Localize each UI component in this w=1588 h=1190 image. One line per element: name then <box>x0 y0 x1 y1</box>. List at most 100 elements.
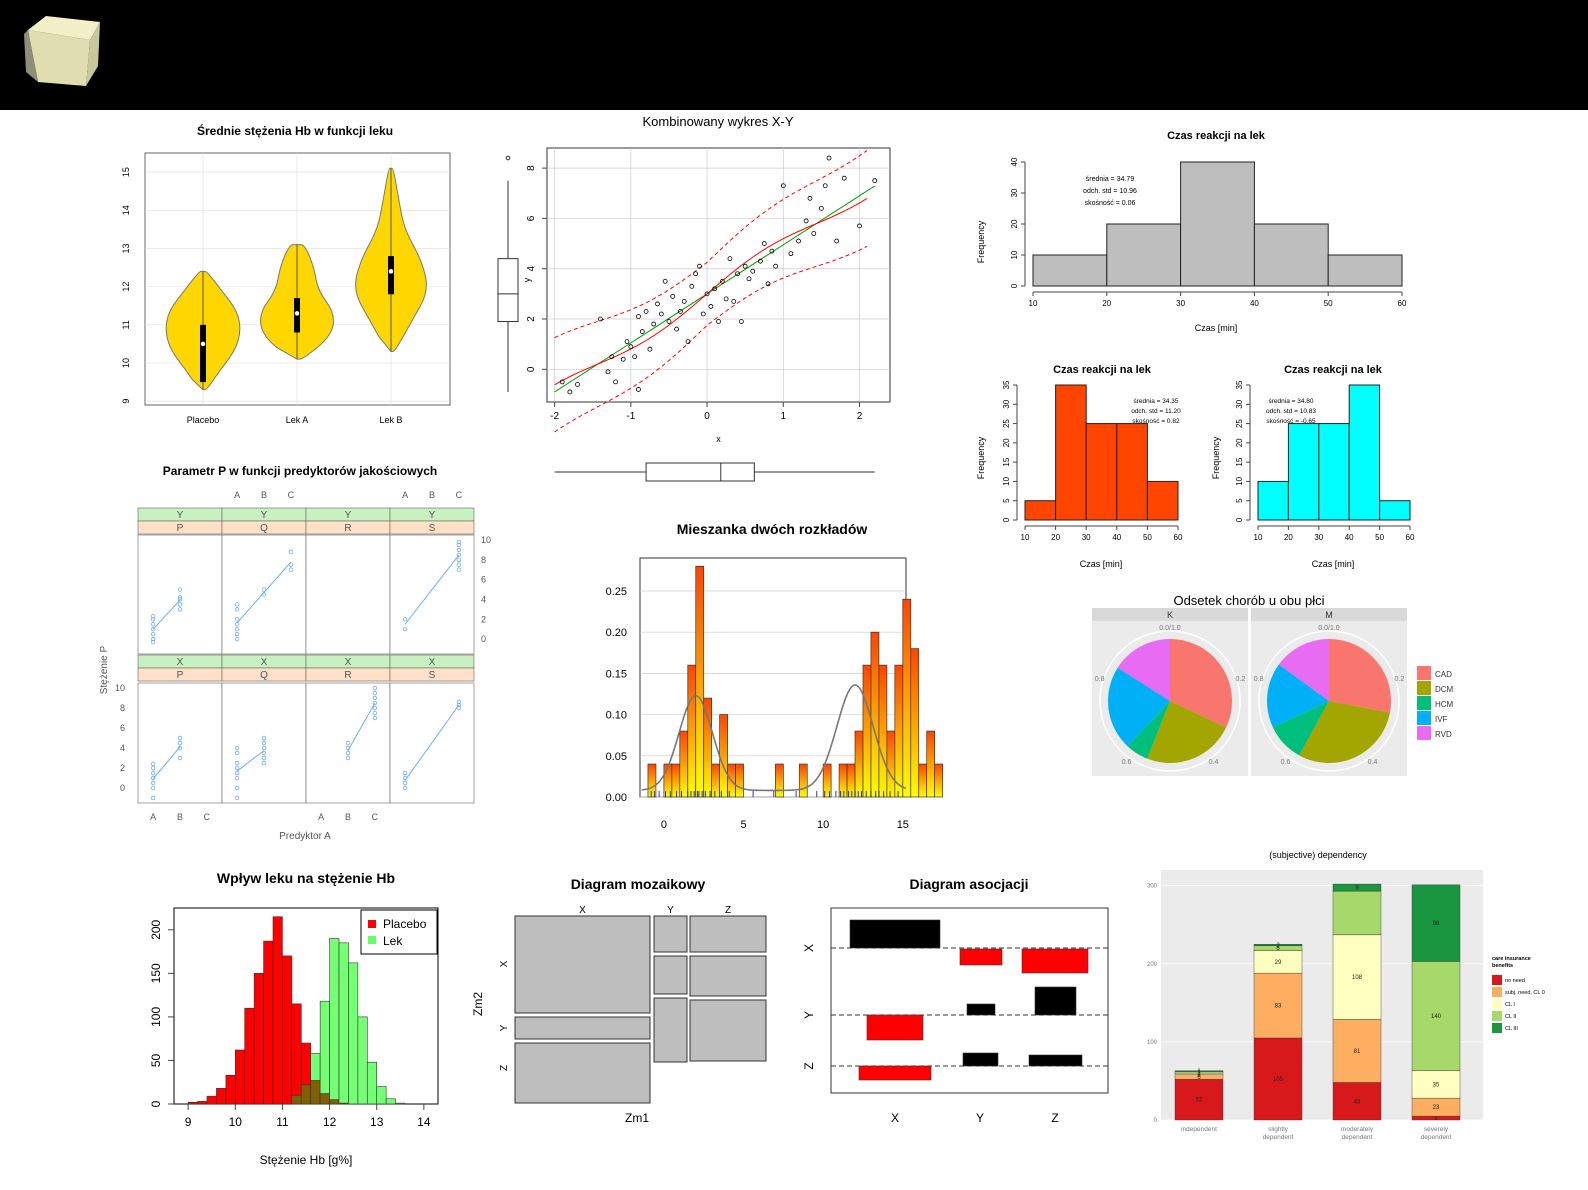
stacked-category: slightly <box>1268 1126 1289 1133</box>
stacked-legend-swatch <box>1492 987 1502 997</box>
x-tick: 20 <box>1102 299 1111 308</box>
hb-xtick: 14 <box>417 1115 431 1129</box>
lattice-point <box>456 702 462 708</box>
violin-chart: Średnie stężenia Hb w funkcji leku 9 10 11… <box>121 123 451 425</box>
assoc-negative-bar <box>866 1014 924 1041</box>
pie-tick: 0.8 <box>1095 676 1105 683</box>
xy-point <box>662 278 668 284</box>
lattice-point <box>402 627 408 632</box>
hb-xtick: 11 <box>276 1115 289 1129</box>
stacked-legend-swatch <box>1492 1011 1502 1021</box>
pie-legend-swatch <box>1417 666 1431 680</box>
lattice-point <box>456 557 462 562</box>
assoc-row-label: Y <box>802 1011 816 1019</box>
xy-point <box>731 299 737 304</box>
lattice-ytick: 4 <box>120 743 125 753</box>
stacked-legend-label: CL III <box>1505 1026 1518 1032</box>
mosaic-row-label: X <box>499 960 510 967</box>
stacked-value-label: 6 <box>1276 946 1280 952</box>
hb-placebo-bar <box>244 1007 255 1105</box>
lattice-point <box>372 695 378 701</box>
stacked-value-label: 105 <box>1273 1077 1284 1083</box>
hist2-stat-2: skośność = 0.82 <box>1132 418 1180 425</box>
hb-xtick: 9 <box>185 1115 192 1129</box>
y-tick: 15 <box>1235 457 1244 466</box>
y-tick: 0 <box>1235 517 1244 522</box>
pie-legend-swatch <box>1417 711 1431 725</box>
lattice-point <box>177 595 183 600</box>
xy-y-boxplot-box <box>497 258 519 323</box>
xy-point <box>769 248 775 254</box>
lattice-point <box>261 750 267 756</box>
pie-slice <box>1299 701 1390 763</box>
mixture-xtick: 5 <box>740 819 746 831</box>
lattice-point <box>456 567 462 572</box>
stacked-legend-label: subj. need, CL 0 <box>1505 990 1545 996</box>
lattice-strip-inner-label: R <box>344 523 351 534</box>
lattice-trend <box>404 554 460 625</box>
hb-placebo-bar <box>263 940 274 1105</box>
mixture-bar <box>687 664 697 798</box>
lattice-point <box>234 607 240 612</box>
assoc-title: Diagram asocjacji <box>909 876 1028 892</box>
hb-title: Wpływ leku na stężenie Hb <box>217 870 395 886</box>
lattice-trend <box>236 561 292 624</box>
assoc-row-label: Z <box>802 1062 816 1069</box>
mosaic-row-label: Z <box>499 1065 510 1071</box>
lattice-panel <box>389 534 475 655</box>
hb-overlap-bar <box>338 1102 349 1105</box>
lattice-strip-inner-label: Q <box>260 523 268 534</box>
lattice-point <box>456 699 462 705</box>
xy-point <box>834 238 840 244</box>
xy-regression-line <box>554 185 876 393</box>
lattice-xtick: B <box>177 812 183 822</box>
lattice-panel <box>305 534 391 655</box>
lattice-xtick: A <box>150 812 156 822</box>
stacked-segment <box>1411 961 1461 1071</box>
hb-placebo-bar <box>187 1101 198 1105</box>
hist3-xlabel: Czas [min] <box>1312 559 1355 569</box>
lattice-point <box>456 562 462 567</box>
stacked-category: dependent <box>1263 1134 1294 1141</box>
stacked-chart: (subjective) dependency 0100200300526221… <box>1147 850 1545 1141</box>
assoc-positive-bar <box>966 1003 996 1016</box>
hist2-bar <box>1024 500 1057 521</box>
mixture-bar <box>862 664 872 798</box>
hist2-bar <box>1085 423 1118 521</box>
lattice-panel <box>305 682 391 804</box>
y-tick: 40 <box>1010 157 1019 166</box>
x-tick: 60 <box>1406 533 1415 542</box>
lattice-strip-inner <box>389 520 475 535</box>
xy-smooth-line <box>554 197 868 386</box>
xy-point <box>719 278 725 284</box>
stacked-value-label: 83 <box>1275 1004 1282 1010</box>
hist1-bar <box>1032 254 1108 287</box>
violin-ytick: 11 <box>121 320 131 329</box>
violin-category: Placebo <box>187 415 220 425</box>
hist1-bar <box>1106 223 1182 287</box>
pie-legend-label: HCM <box>1435 700 1454 709</box>
hist3-bar <box>1318 423 1350 521</box>
xy-point <box>670 293 676 299</box>
pie-tick: 0.2 <box>1395 676 1405 683</box>
lattice-strip-inner <box>389 667 475 682</box>
xy-point <box>697 263 702 269</box>
xy-point <box>704 291 710 297</box>
cube-icon <box>24 16 100 86</box>
stacked-segment <box>1332 934 1382 1020</box>
hb-overlap-bar <box>291 1094 302 1105</box>
stacked-value-label: 2 <box>1197 1070 1201 1076</box>
pie-title: Odsetek chorób u obu płci <box>1173 593 1324 608</box>
y-tick: 35 <box>1002 380 1011 389</box>
lattice-panel <box>137 682 223 804</box>
hb-placebo-bar <box>234 1049 246 1105</box>
pie-legend-swatch <box>1417 696 1431 710</box>
mosaic-cell <box>689 915 767 953</box>
mixture-bar <box>703 697 713 798</box>
pie-tick: 0.0/1.0 <box>1318 625 1340 632</box>
xy-y-boxplot-outlier <box>505 155 511 161</box>
pie-slice <box>1267 664 1329 728</box>
lattice-strip-outer-label: X <box>177 657 184 668</box>
x-tick: 40 <box>1112 533 1121 542</box>
assoc-positive-bar <box>849 919 941 949</box>
